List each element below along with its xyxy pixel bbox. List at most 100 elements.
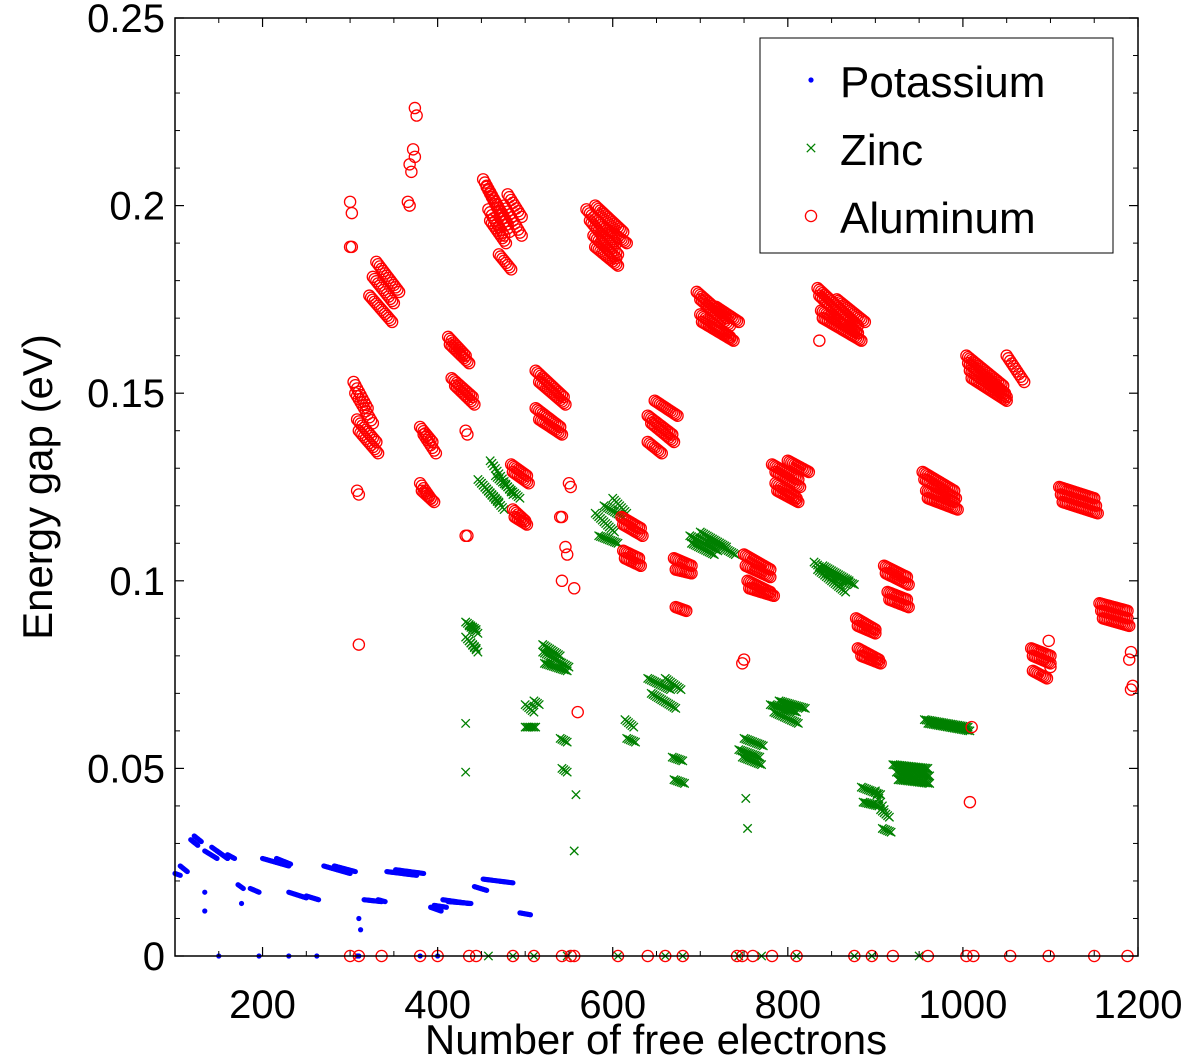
data-point [652, 444, 665, 457]
data-point [671, 409, 684, 422]
data-point [788, 700, 798, 710]
data-point [636, 529, 649, 543]
data-point [1044, 660, 1057, 674]
data-point [564, 480, 577, 494]
data-point [356, 398, 369, 412]
data-point [510, 220, 523, 233]
data-point [1122, 653, 1136, 666]
data-point [634, 528, 647, 542]
y-axis-label: Energy gap (eV) [14, 334, 61, 640]
data-point [678, 756, 688, 766]
data-point [384, 313, 397, 327]
data-point [924, 778, 935, 789]
legend-marker [804, 209, 818, 223]
data-point [730, 549, 740, 560]
data-point [541, 659, 551, 669]
data-point [462, 356, 476, 370]
data-point [869, 627, 882, 640]
data-point [513, 207, 527, 221]
data-point [1124, 645, 1138, 659]
data-point [849, 579, 860, 590]
data-point [797, 702, 807, 713]
data-point [1091, 507, 1104, 520]
data-point [504, 263, 518, 276]
data-point [349, 386, 362, 400]
data-point [214, 855, 220, 862]
data-point [676, 755, 686, 765]
data-point [608, 256, 621, 269]
data-point [965, 720, 978, 734]
data-point [1016, 373, 1029, 386]
series-zinc [460, 456, 975, 961]
data-point [996, 392, 1010, 405]
data-point [315, 897, 322, 903]
data-point [884, 812, 895, 822]
data-point [569, 846, 579, 856]
legend-items: Potassium Zinc Aluminum [804, 58, 1045, 243]
data-point [765, 699, 775, 710]
data-point [557, 664, 567, 674]
data-point [685, 567, 698, 580]
data-point [853, 333, 866, 346]
data-point [503, 260, 516, 274]
data-point [555, 428, 569, 441]
data-point [921, 778, 931, 788]
data-marks [172, 101, 1139, 963]
data-point [858, 315, 872, 329]
data-point [503, 208, 516, 221]
data-point [464, 394, 478, 408]
data-point [783, 698, 793, 709]
data-point [473, 628, 483, 638]
tick-labels: 200 400 600 800 1000 1200 0 0.05 0.1 0.15 0.2 0.25 [87, 0, 1182, 1027]
data-point [256, 889, 262, 895]
data-point [468, 900, 474, 907]
data-point [370, 444, 383, 458]
data-point [616, 225, 630, 239]
data-point [515, 493, 525, 503]
data-point [793, 480, 807, 494]
data-point [795, 702, 805, 712]
data-point [609, 257, 623, 271]
data-point [368, 442, 381, 456]
data-point [1124, 683, 1138, 696]
data-point [466, 396, 479, 410]
data-point [527, 722, 537, 732]
data-point [767, 589, 781, 603]
data-point [776, 696, 786, 707]
data-point [1122, 619, 1136, 633]
series-potassium [172, 833, 534, 959]
data-point [560, 665, 571, 675]
data-point [902, 600, 915, 614]
data-point [1017, 375, 1031, 389]
x-tick-label: 1200 [1094, 983, 1183, 1027]
data-point [517, 516, 530, 529]
data-point [786, 699, 796, 710]
data-point [555, 510, 569, 524]
data-point [202, 889, 208, 895]
data-point [531, 722, 541, 732]
data-point [951, 503, 964, 516]
data-point [361, 407, 374, 421]
data-point [629, 722, 639, 732]
data-point [1044, 657, 1057, 670]
data-point [539, 658, 550, 669]
data-point [461, 529, 474, 543]
data-point [965, 726, 975, 736]
data-point [520, 518, 534, 531]
data-point [1042, 634, 1055, 648]
data-point [427, 444, 441, 457]
data-point [774, 696, 784, 706]
data-point [354, 395, 367, 409]
y-tick-label: 0.15 [87, 372, 165, 416]
data-point [886, 827, 896, 837]
data-point [499, 504, 509, 515]
data-point [391, 283, 404, 296]
data-point [510, 880, 516, 886]
data-point [352, 392, 366, 406]
data-point [709, 549, 719, 560]
data-point [560, 548, 574, 561]
data-point [429, 446, 443, 460]
data-point [634, 559, 647, 573]
data-point [784, 699, 795, 709]
